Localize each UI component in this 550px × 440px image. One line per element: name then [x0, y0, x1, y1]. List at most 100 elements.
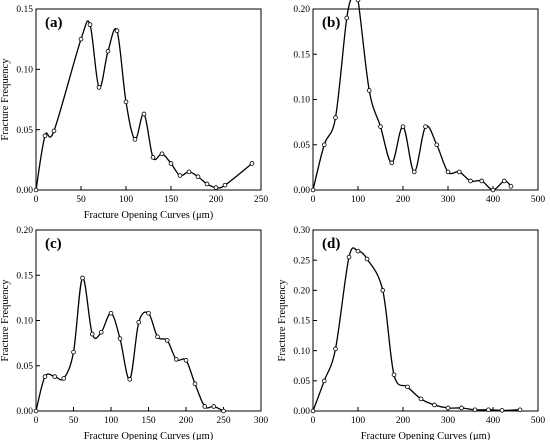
x-tick-label: 200 — [396, 195, 411, 205]
data-point — [411, 169, 417, 175]
panel-tag: (d) — [322, 236, 340, 252]
x-tick-label: 300 — [254, 416, 269, 426]
x-tick-label: 200 — [179, 416, 194, 426]
x-tick-label: 50 — [69, 416, 79, 426]
y-tick-label: 0.15 — [16, 5, 33, 15]
y-tick-label: 0.05 — [293, 377, 310, 387]
x-tick-label: 250 — [216, 416, 231, 426]
y-tick-label: 0.20 — [16, 226, 33, 236]
data-point — [98, 329, 104, 335]
x-tick-label: 300 — [441, 416, 456, 426]
data-point — [164, 338, 170, 343]
data-point — [123, 99, 129, 105]
y-tick-label: 0.15 — [16, 271, 33, 281]
data-point — [141, 111, 147, 117]
data-point — [42, 133, 48, 139]
data-point — [221, 408, 226, 414]
data-point — [490, 187, 496, 193]
y-axis-label: Fracture Frequency — [0, 279, 11, 362]
y-tick-label: 0.10 — [293, 347, 310, 357]
data-point — [132, 137, 138, 142]
data-point — [96, 85, 102, 90]
data-point — [202, 404, 208, 409]
x-tick-label: 50 — [76, 195, 86, 205]
data-point — [177, 173, 183, 178]
data-point — [380, 288, 386, 293]
data-point — [355, 0, 361, 3]
y-tick-label: 0.00 — [293, 407, 310, 417]
x-tick-label: 400 — [486, 195, 501, 205]
y-tick-label: 0.15 — [293, 317, 310, 327]
data-point — [204, 181, 210, 187]
data-point — [136, 320, 142, 325]
data-point — [168, 161, 174, 166]
x-axis-label: Fracture Opening Curves (μm) — [84, 431, 214, 440]
x-tick-label: 150 — [164, 195, 179, 205]
x-tick-label: 500 — [531, 195, 546, 205]
y-tick-label: 0.00 — [16, 186, 33, 196]
data-point — [150, 155, 156, 160]
x-axis-label: Fracture Opening Curves (μm) — [84, 210, 214, 221]
data-point — [405, 384, 410, 390]
data-point — [517, 407, 523, 413]
panel-c: 0 50 100 150 200 250 300 0.00 0.05 0.10 0.15 0.20 Fr… — [0, 226, 268, 440]
x-tick-label: 100 — [351, 416, 366, 426]
y-tick-label: 0.25 — [293, 256, 310, 266]
data-point — [391, 372, 397, 378]
data-point — [468, 178, 473, 184]
y-axis-label: Fracture Frequency — [0, 58, 11, 141]
series-line — [35, 277, 224, 412]
data-point — [456, 169, 462, 175]
x-tick-label: 100 — [351, 195, 366, 205]
data-point — [389, 160, 395, 166]
y-tick-label: 0.05 — [16, 362, 33, 372]
series-line — [312, 247, 521, 412]
y-tick-label: 0.10 — [16, 317, 33, 327]
data-point — [159, 151, 165, 157]
plot-frame — [35, 8, 262, 191]
data-point — [186, 169, 192, 175]
series-line — [312, 0, 512, 191]
data-point — [61, 376, 67, 381]
y-tick-label: 0.00 — [293, 186, 310, 196]
data-point — [33, 408, 39, 414]
x-tick-label: 0 — [311, 416, 316, 426]
data-point — [173, 357, 179, 362]
data-point — [321, 378, 327, 384]
data-point — [114, 28, 120, 34]
data-point — [346, 254, 352, 260]
data-point — [33, 187, 39, 193]
x-tick-label: 200 — [396, 416, 411, 426]
data-point — [211, 404, 217, 409]
data-point — [222, 182, 228, 188]
data-point — [486, 407, 491, 413]
data-point — [310, 187, 316, 193]
x-tick-label: 0 — [311, 195, 316, 205]
data-point — [418, 396, 424, 402]
x-tick-label: 150 — [141, 416, 156, 426]
y-tick-label: 0.05 — [293, 141, 310, 151]
x-tick-label: 200 — [209, 195, 224, 205]
y-tick-label: 0.00 — [16, 407, 33, 417]
data-point — [472, 407, 478, 413]
data-point — [432, 402, 437, 408]
data-point — [87, 22, 93, 27]
data-point — [344, 15, 350, 21]
data-point — [364, 256, 370, 262]
data-point — [155, 334, 160, 340]
data-point — [146, 310, 151, 316]
data-point — [51, 128, 57, 134]
data-point — [321, 142, 327, 148]
data-point — [355, 248, 361, 254]
data-point — [459, 405, 464, 411]
y-tick-label: 0.15 — [293, 50, 310, 60]
x-tick-label: 0 — [34, 195, 39, 205]
plot-frame — [312, 8, 539, 191]
data-point — [423, 124, 428, 129]
data-point — [80, 275, 85, 281]
data-point — [108, 310, 114, 316]
data-point — [192, 381, 198, 387]
data-point — [434, 142, 440, 148]
x-tick-label: 0 — [34, 416, 39, 426]
